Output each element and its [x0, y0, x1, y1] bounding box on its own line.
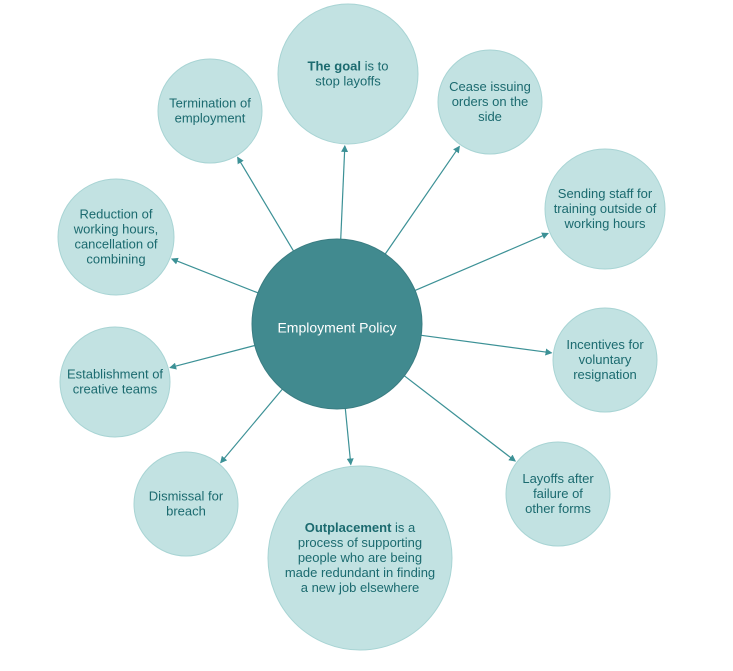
arrow-cease: [385, 146, 459, 254]
node-outplacement: Outplacement is aprocess of supportingpe…: [268, 466, 452, 650]
node-label: other forms: [525, 501, 591, 516]
arrow-layoffs: [404, 376, 515, 461]
node-reduction: Reduction ofworking hours,cancellation o…: [58, 179, 174, 295]
node-label: failure of: [533, 486, 583, 501]
node-label: creative teams: [73, 381, 158, 396]
node-label: breach: [166, 503, 206, 518]
node-label: resignation: [573, 367, 637, 382]
node-label: Dismissal for: [149, 488, 224, 503]
node-layoffs: Layoffs afterfailure ofother forms: [506, 442, 610, 546]
node-label: voluntary: [579, 352, 632, 367]
node-label: process of supporting: [298, 535, 422, 550]
center-label: Employment Policy: [277, 320, 396, 336]
arrow-establishment: [170, 345, 255, 367]
node-label: combining: [86, 251, 145, 266]
node-label: Layoffs after: [522, 471, 594, 486]
node-label: employment: [175, 110, 246, 125]
node-label: orders on the: [452, 94, 529, 109]
node-label: training outside of: [554, 201, 657, 216]
arrow-incentives: [421, 335, 551, 352]
node-incentives: Incentives forvoluntaryresignation: [553, 308, 657, 412]
node-label: Cease issuing: [449, 79, 531, 94]
node-label: side: [478, 109, 502, 124]
arrow-sending: [415, 233, 548, 290]
node-dismissal: Dismissal forbreach: [134, 452, 238, 556]
node-sending: Sending staff fortraining outside ofwork…: [545, 149, 665, 269]
node-cease: Cease issuingorders on theside: [438, 50, 542, 154]
node-label: working hours,: [73, 221, 159, 236]
node-termination: Termination ofemployment: [158, 59, 262, 163]
node-label: stop layoffs: [315, 73, 381, 88]
arrow-goal: [341, 146, 345, 239]
arrow-dismissal: [221, 389, 283, 463]
node-label: Establishment of: [67, 366, 163, 381]
node-establishment: Establishment ofcreative teams: [60, 327, 170, 437]
node-label: Sending staff for: [558, 186, 653, 201]
node-label: The goal is to: [308, 58, 389, 73]
node-label: working hours: [564, 216, 646, 231]
center-node: Employment Policy: [252, 239, 422, 409]
node-label: made redundant in finding: [285, 565, 435, 580]
arrow-outplacement: [345, 409, 350, 465]
node-label: Termination of: [169, 95, 251, 110]
node-label: Outplacement is a: [305, 520, 416, 535]
node-label: Incentives for: [566, 337, 644, 352]
node-label: people who are being: [298, 550, 422, 565]
node-label: a new job elsewhere: [301, 580, 420, 595]
node-goal: The goal is tostop layoffs: [278, 4, 418, 144]
arrow-reduction: [172, 259, 258, 293]
node-label: cancellation of: [74, 236, 157, 251]
radial-diagram: The goal is tostop layoffsCease issuingo…: [0, 0, 733, 671]
arrow-termination: [238, 157, 294, 251]
node-label: Reduction of: [80, 206, 153, 221]
